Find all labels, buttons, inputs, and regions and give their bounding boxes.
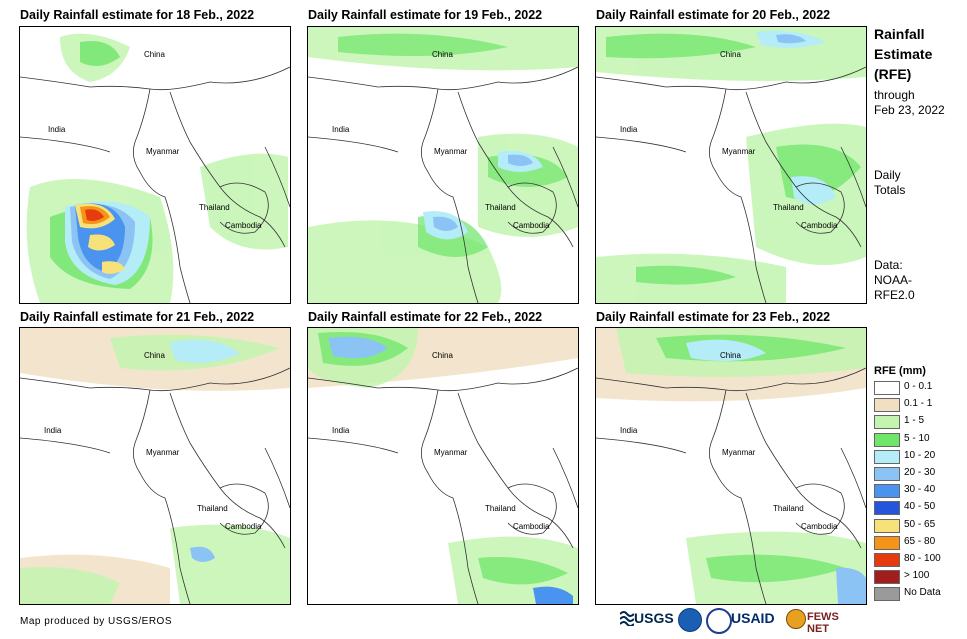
label-china: China xyxy=(144,50,165,59)
map-21feb: China India Myanmar Thailand Cambodia xyxy=(19,327,291,605)
totals-label: Totals xyxy=(874,183,906,197)
rainfall-map-19feb xyxy=(308,27,578,303)
legend-swatch xyxy=(874,449,900,464)
rainfall-map-23feb xyxy=(596,328,866,604)
label-myanmar: Myanmar xyxy=(434,448,468,457)
rainfall-map-20feb xyxy=(596,27,866,303)
legend-label: No Data xyxy=(904,587,941,599)
panel-title-18feb: Daily Rainfall estimate for 18 Feb., 202… xyxy=(20,8,255,22)
daily-label: Daily xyxy=(874,168,901,182)
legend-label: 20 - 30 xyxy=(904,467,936,478)
legend-swatch xyxy=(874,570,900,585)
label-thailand: Thailand xyxy=(485,203,516,212)
usgs-logo: USGS xyxy=(620,608,676,630)
label-myanmar: Myanmar xyxy=(722,147,756,156)
legend-swatch xyxy=(874,484,900,499)
rfe-title-line2: Estimate xyxy=(874,46,933,62)
legend-swatch xyxy=(874,398,900,413)
map-23feb: China India Myanmar Thailand Cambodia xyxy=(595,327,867,605)
label-india: India xyxy=(44,426,62,435)
label-thailand: Thailand xyxy=(773,504,804,513)
legend-label: 30 - 40 xyxy=(904,484,936,496)
legend-label: 1 - 5 xyxy=(904,415,925,427)
usgs-wave-icon xyxy=(620,611,634,626)
rainfall-map-18feb xyxy=(20,33,290,303)
panel-title-22feb: Daily Rainfall estimate for 22 Feb., 202… xyxy=(308,310,543,324)
usaid-logo: USAID xyxy=(731,610,775,626)
map-22feb: China India Myanmar Thailand Cambodia xyxy=(307,327,579,605)
fewsnet-logo-text: FEWS NET xyxy=(807,611,839,635)
legend-label: 65 - 80 xyxy=(904,535,936,547)
label-cambodia: Cambodia xyxy=(513,522,550,531)
label-cambodia: Cambodia xyxy=(801,221,838,230)
rfe-title-line1: Rainfall xyxy=(874,26,925,42)
panel-title-21feb: Daily Rainfall estimate for 21 Feb., 202… xyxy=(20,310,255,324)
fewsnet-logo: FEWS NET xyxy=(786,607,862,635)
legend-label: > 100 xyxy=(904,570,930,582)
label-thailand: Thailand xyxy=(773,203,804,212)
rainfall-map-22feb xyxy=(308,328,578,604)
label-india: India xyxy=(620,125,638,134)
map-20feb: China India Myanmar Thailand Cambodia xyxy=(595,26,867,304)
label-cambodia: Cambodia xyxy=(513,221,550,230)
label-myanmar: Myanmar xyxy=(146,448,180,457)
label-india: India xyxy=(332,426,350,435)
legend-label: 80 - 100 xyxy=(904,553,941,564)
noaa-logo xyxy=(678,608,702,632)
rfe-title: Rainfall Estimate (RFE) xyxy=(874,24,932,84)
legend-swatch xyxy=(874,415,900,430)
label-thailand: Thailand xyxy=(197,504,228,513)
legend-title: RFE (mm) xyxy=(874,365,926,377)
label-india: India xyxy=(48,125,66,134)
data-source-line1: NOAA- xyxy=(874,273,913,287)
label-china: China xyxy=(432,50,453,59)
map-18feb: China India Myanmar Thailand Cambodia xyxy=(19,26,291,304)
legend-swatch xyxy=(874,432,900,447)
label-china: China xyxy=(720,351,741,360)
label-myanmar: Myanmar xyxy=(146,147,180,156)
legend-swatch xyxy=(874,553,900,567)
legend-label: 0 - 0.1 xyxy=(904,381,933,392)
fewsnet-globe-icon xyxy=(786,609,806,629)
legend-label: 10 - 20 xyxy=(904,449,936,461)
panel-title-20feb: Daily Rainfall estimate for 20 Feb., 202… xyxy=(596,8,831,22)
data-label: Data: xyxy=(874,258,903,272)
map-19feb: China India Myanmar Thailand Cambodia xyxy=(307,26,579,304)
legend-swatch xyxy=(874,535,900,550)
label-india: India xyxy=(620,426,638,435)
label-cambodia: Cambodia xyxy=(801,522,838,531)
data-source-line2: RFE2.0 xyxy=(874,288,915,302)
panel-title-23feb: Daily Rainfall estimate for 23 Feb., 202… xyxy=(596,310,831,324)
legend-label: 0.1 - 1 xyxy=(904,398,933,410)
legend-label: 50 - 65 xyxy=(904,518,936,530)
label-myanmar: Myanmar xyxy=(434,147,468,156)
label-myanmar: Myanmar xyxy=(722,448,756,457)
legend-swatch xyxy=(874,381,900,395)
legend-swatch xyxy=(874,518,900,533)
usgs-logo-text: USGS xyxy=(634,610,674,626)
legend-label: 40 - 50 xyxy=(904,501,936,513)
label-thailand: Thailand xyxy=(485,504,516,513)
label-india: India xyxy=(332,125,350,134)
label-china: China xyxy=(432,351,453,360)
label-cambodia: Cambodia xyxy=(225,221,262,230)
rainfall-map-21feb xyxy=(20,328,290,604)
through-label: through xyxy=(874,88,915,102)
panel-title-19feb: Daily Rainfall estimate for 19 Feb., 202… xyxy=(308,8,543,22)
map-credit: Map produced by USGS/EROS xyxy=(20,616,173,627)
usaid-seal-icon xyxy=(706,608,732,634)
rfe-title-line3: (RFE) xyxy=(874,66,912,82)
label-cambodia: Cambodia xyxy=(225,522,262,531)
legend-swatch xyxy=(874,467,900,481)
legend-swatch xyxy=(874,501,900,516)
label-thailand: Thailand xyxy=(199,203,230,212)
through-date: Feb 23, 2022 xyxy=(874,103,945,117)
legend-label: 5 - 10 xyxy=(904,432,930,444)
legend-swatch xyxy=(874,587,900,602)
label-china: China xyxy=(720,50,741,59)
label-china: China xyxy=(144,351,165,360)
